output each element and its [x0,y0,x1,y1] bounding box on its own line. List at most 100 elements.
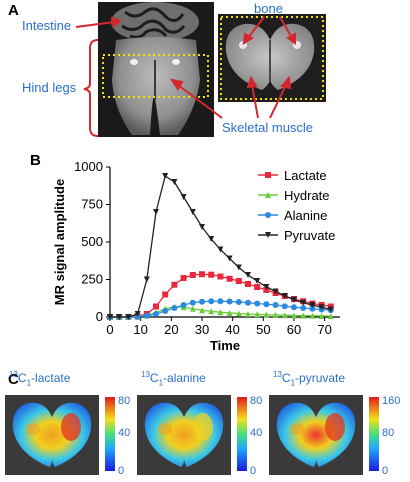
x-tick-label: 10 [133,322,147,337]
data-point [171,179,178,185]
data-point [217,273,224,280]
panel-a-figure [75,2,326,137]
data-point [153,311,159,317]
data-point [318,312,325,319]
legend-label: Pyruvate [284,228,335,243]
annotation-arrows [75,16,296,119]
data-point [226,255,233,262]
colorbar-tick-label: 80 [250,395,263,407]
data-point [199,271,205,278]
colorbar-tick-label: 0 [382,465,389,477]
colorbar-tick-label: 160 [382,395,401,407]
data-point [143,276,150,283]
x-axis-label: Time [210,338,240,353]
legend-label: Hydrate [284,188,330,203]
coronal-mr-image [98,2,214,137]
data-point [272,302,279,308]
heatmap-image [5,395,115,475]
data-point [189,209,196,215]
x-tick-label: 40 [225,322,239,337]
data-point [300,312,307,319]
data-point [162,291,169,298]
data-point [245,311,251,317]
data-point [180,302,187,308]
data-point [300,299,307,306]
legend-marker [265,172,271,178]
data-point [254,278,261,284]
data-point [309,302,316,308]
data-point [245,272,251,278]
hind-legs-bracket [83,39,99,137]
data-point [272,311,279,318]
data-point [245,299,251,306]
data-point [217,309,224,316]
data-point [263,301,270,308]
series-pyruvate [107,173,334,320]
legend-label: Lactate [284,168,327,183]
x-tick-label: 70 [317,322,331,337]
data-point [134,311,141,317]
data-point [116,314,123,320]
data-point [226,309,233,316]
data-point [254,284,261,290]
data-point [153,209,159,215]
series-alanine [107,298,334,320]
y-tick-label: 500 [81,234,103,249]
hind-legs-label: Hind legs [22,80,77,95]
data-point [208,236,215,242]
y-axis-label: MR signal amplitude [52,179,67,305]
heatmap-image [269,395,379,475]
data-point [291,296,297,303]
colorbar-tick-label: 0 [250,465,257,477]
data-point [235,299,242,305]
data-point [125,314,132,320]
data-point [153,303,159,310]
data-point [281,312,288,319]
y-tick-label: 250 [81,272,103,287]
axial-mr-image [218,14,326,102]
data-point [199,307,205,314]
data-point [162,308,169,314]
data-point [199,298,205,305]
data-point [189,305,196,312]
data-point [263,311,270,318]
data-point [171,305,178,311]
data-point [217,298,224,305]
legend-marker [265,192,271,198]
data-point [309,312,316,319]
data-point [291,304,297,311]
heatmap-title: 13C1-lactate [9,370,71,388]
data-point [281,303,288,310]
data-point [245,281,251,287]
colorbar-tick-label: 80 [118,395,131,407]
line-chart: 0 10 20 30 40 50 60 70 0 250 500 750 1000 Time MR sign… [52,159,340,353]
colorbar-tick-label: 80 [382,427,395,439]
data-point [208,271,215,278]
intestine-label: Intestine [22,18,72,33]
y-tick-label: 750 [81,197,103,212]
heatmap-title: 13C1-pyruvate [273,370,346,388]
y-tick-label: 0 [96,309,103,324]
x-tick-label: 30 [195,322,209,337]
data-point [162,173,169,179]
data-point [235,264,242,271]
data-point [180,275,187,281]
data-point [208,308,215,315]
panel-label-c: C [8,371,19,388]
data-point [318,304,325,311]
colorbar-tick-label: 40 [250,427,263,439]
data-point [272,288,279,295]
data-point [291,312,297,319]
data-point [189,272,196,278]
data-point [226,298,233,305]
data-point [180,194,187,200]
data-point [143,312,150,319]
legend-marker [265,212,271,218]
data-point [327,306,334,313]
skeletal-muscle-label: Skeletal muscle [222,120,314,135]
panel-label-a: A [8,2,19,19]
data-point [309,305,316,312]
bone-label: bone [254,1,283,16]
data-point [189,299,196,306]
data-point [263,284,270,290]
